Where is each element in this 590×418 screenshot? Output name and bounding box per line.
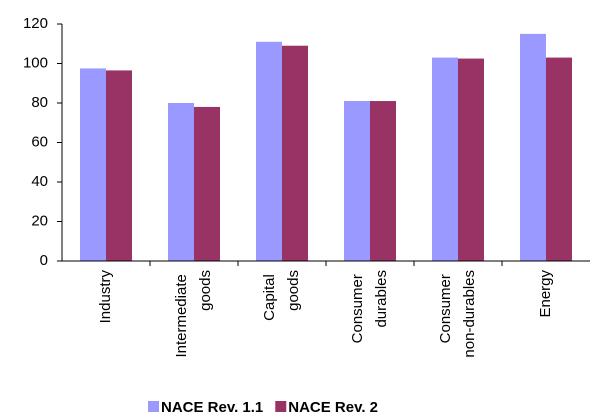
x-tick-label: Capital goods: [261, 270, 302, 321]
y-tick-label: 80: [31, 94, 48, 111]
x-tick-label: Consumer non-durables: [437, 270, 478, 358]
x-tick-label: Consumer durables: [349, 270, 390, 343]
x-tick-label: Energy: [537, 270, 554, 318]
bar: [282, 45, 308, 261]
y-tick-label: 0: [40, 252, 48, 269]
bar: [520, 33, 546, 261]
bar: [370, 101, 396, 262]
bar: [546, 57, 572, 262]
y-tick-label: 20: [31, 212, 48, 229]
legend-swatch: [275, 401, 287, 412]
y-tick-label: 120: [23, 15, 48, 32]
legend-label: NACE Rev. 1.1: [161, 399, 263, 416]
x-tick-label: Industry: [97, 270, 114, 324]
legend-swatch: [148, 401, 159, 412]
bar: [80, 68, 106, 261]
legend-label: NACE Rev. 2: [288, 399, 378, 416]
bar: [106, 70, 132, 261]
bar: [194, 106, 220, 261]
bar: [256, 41, 282, 262]
bar: [344, 101, 370, 262]
bar: [432, 57, 458, 262]
bar: [168, 103, 194, 261]
y-tick-label: 40: [31, 173, 48, 190]
y-tick-label: 60: [31, 133, 48, 150]
y-tick-label: 100: [23, 54, 48, 71]
bar: [458, 58, 484, 261]
x-tick-label: Intermediate goods: [173, 270, 214, 358]
